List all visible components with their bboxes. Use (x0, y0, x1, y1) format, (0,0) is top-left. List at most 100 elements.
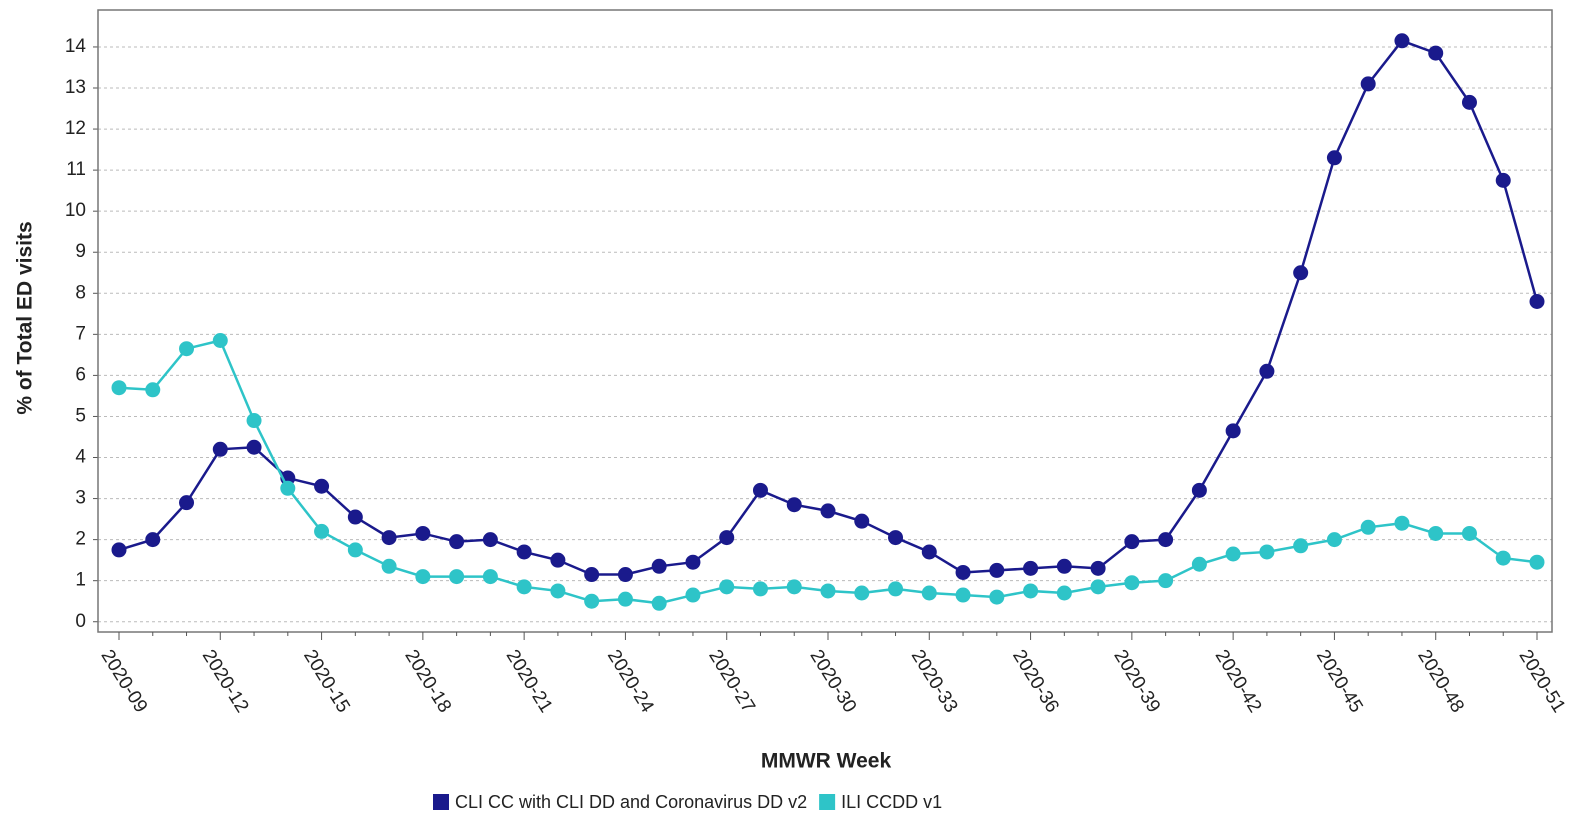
data-point (719, 530, 735, 546)
x-axis-title: MMWR Week (761, 750, 892, 773)
data-point (989, 589, 1005, 605)
data-point (516, 544, 532, 560)
data-point (347, 509, 363, 525)
y-tick-label: 0 (75, 611, 86, 632)
data-point (145, 382, 161, 398)
y-tick-label: 8 (75, 282, 86, 303)
data-point (1461, 525, 1477, 541)
x-tick-label: 2020-09 (97, 646, 152, 716)
legend-label: CLI CC with CLI DD and Coronavirus DD v2 (455, 792, 807, 812)
data-point (1259, 363, 1275, 379)
data-point (888, 530, 904, 546)
data-point (719, 579, 735, 595)
data-point (1225, 546, 1241, 562)
plot-frame (97, 9, 1553, 633)
data-point (1461, 94, 1477, 110)
data-point (854, 513, 870, 529)
data-point (820, 583, 836, 599)
data-point (516, 579, 532, 595)
data-point (1124, 534, 1140, 550)
x-tick-label: 2020-36 (1008, 646, 1063, 716)
y-tick-label: 1 (75, 570, 86, 591)
data-point (212, 333, 228, 349)
y-tick-label: 6 (75, 364, 86, 385)
data-point (955, 587, 971, 603)
series-line (118, 339, 1538, 605)
x-tick-label: 2020-12 (198, 646, 253, 716)
data-point (314, 523, 330, 539)
x-tick-label: 2020-18 (400, 646, 455, 716)
y-tick-label: 2 (75, 529, 86, 550)
legend-label: ILI CCDD v1 (841, 792, 942, 812)
data-point (314, 478, 330, 494)
data-point (347, 542, 363, 558)
data-point (1023, 583, 1039, 599)
y-tick-label: 3 (75, 488, 86, 509)
data-point (482, 569, 498, 585)
data-point (651, 595, 667, 611)
x-tick-label: 2020-39 (1109, 646, 1164, 716)
data-point (415, 569, 431, 585)
data-point (415, 525, 431, 541)
y-tick-label: 4 (75, 447, 86, 468)
data-point (179, 495, 195, 511)
data-point (752, 482, 768, 498)
data-point (584, 567, 600, 583)
y-tick-label: 14 (65, 36, 87, 57)
data-point (449, 534, 465, 550)
data-point (179, 341, 195, 357)
series-line (118, 39, 1539, 576)
x-tick-label: 2020-51 (1515, 646, 1570, 716)
legend: CLI CC with CLI DD and Coronavirus DD v2… (433, 792, 942, 812)
x-tick-label: 2020-21 (502, 646, 557, 716)
x-tick-label: 2020-48 (1413, 646, 1468, 716)
data-point (482, 532, 498, 548)
data-point (1158, 573, 1174, 589)
data-point (1191, 482, 1207, 498)
y-tick-label: 5 (75, 405, 86, 426)
data-point (685, 554, 701, 570)
data-point (1360, 76, 1376, 92)
data-point (1529, 554, 1545, 570)
data-point (584, 593, 600, 609)
data-point (1529, 293, 1545, 309)
data-point (1495, 172, 1511, 188)
x-tick-label: 2020-30 (806, 646, 861, 716)
data-point (1158, 532, 1174, 548)
y-tick-label: 10 (65, 200, 86, 221)
data-point (1326, 532, 1342, 548)
data-point (989, 562, 1005, 578)
data-point (1360, 519, 1376, 535)
data-point (111, 542, 127, 558)
legend-swatch (433, 794, 449, 810)
x-tick-label: 2020-42 (1211, 646, 1266, 716)
data-point (280, 480, 296, 496)
x-tick-label: 2020-24 (603, 646, 658, 717)
y-tick-label: 7 (75, 323, 86, 344)
data-point (1394, 33, 1410, 49)
y-tick-label: 9 (75, 241, 86, 262)
data-point (381, 558, 397, 574)
data-point (1124, 575, 1140, 591)
legend-swatch (819, 794, 836, 810)
data-point (1191, 556, 1207, 572)
data-point (550, 552, 566, 568)
data-point (449, 569, 465, 585)
x-tick-label: 2020-45 (1312, 646, 1367, 716)
data-point (550, 583, 566, 599)
data-point (1259, 544, 1275, 560)
data-point (617, 567, 633, 583)
data-point (246, 439, 262, 455)
y-tick-label: 11 (66, 159, 86, 180)
data-point (651, 558, 667, 574)
data-point (145, 532, 161, 548)
data-point (1293, 265, 1309, 281)
data-point (921, 544, 937, 560)
data-point (246, 413, 262, 429)
data-point (1495, 550, 1511, 566)
data-point (752, 581, 768, 597)
data-point (1428, 45, 1444, 61)
y-tick-label: 12 (65, 118, 86, 139)
